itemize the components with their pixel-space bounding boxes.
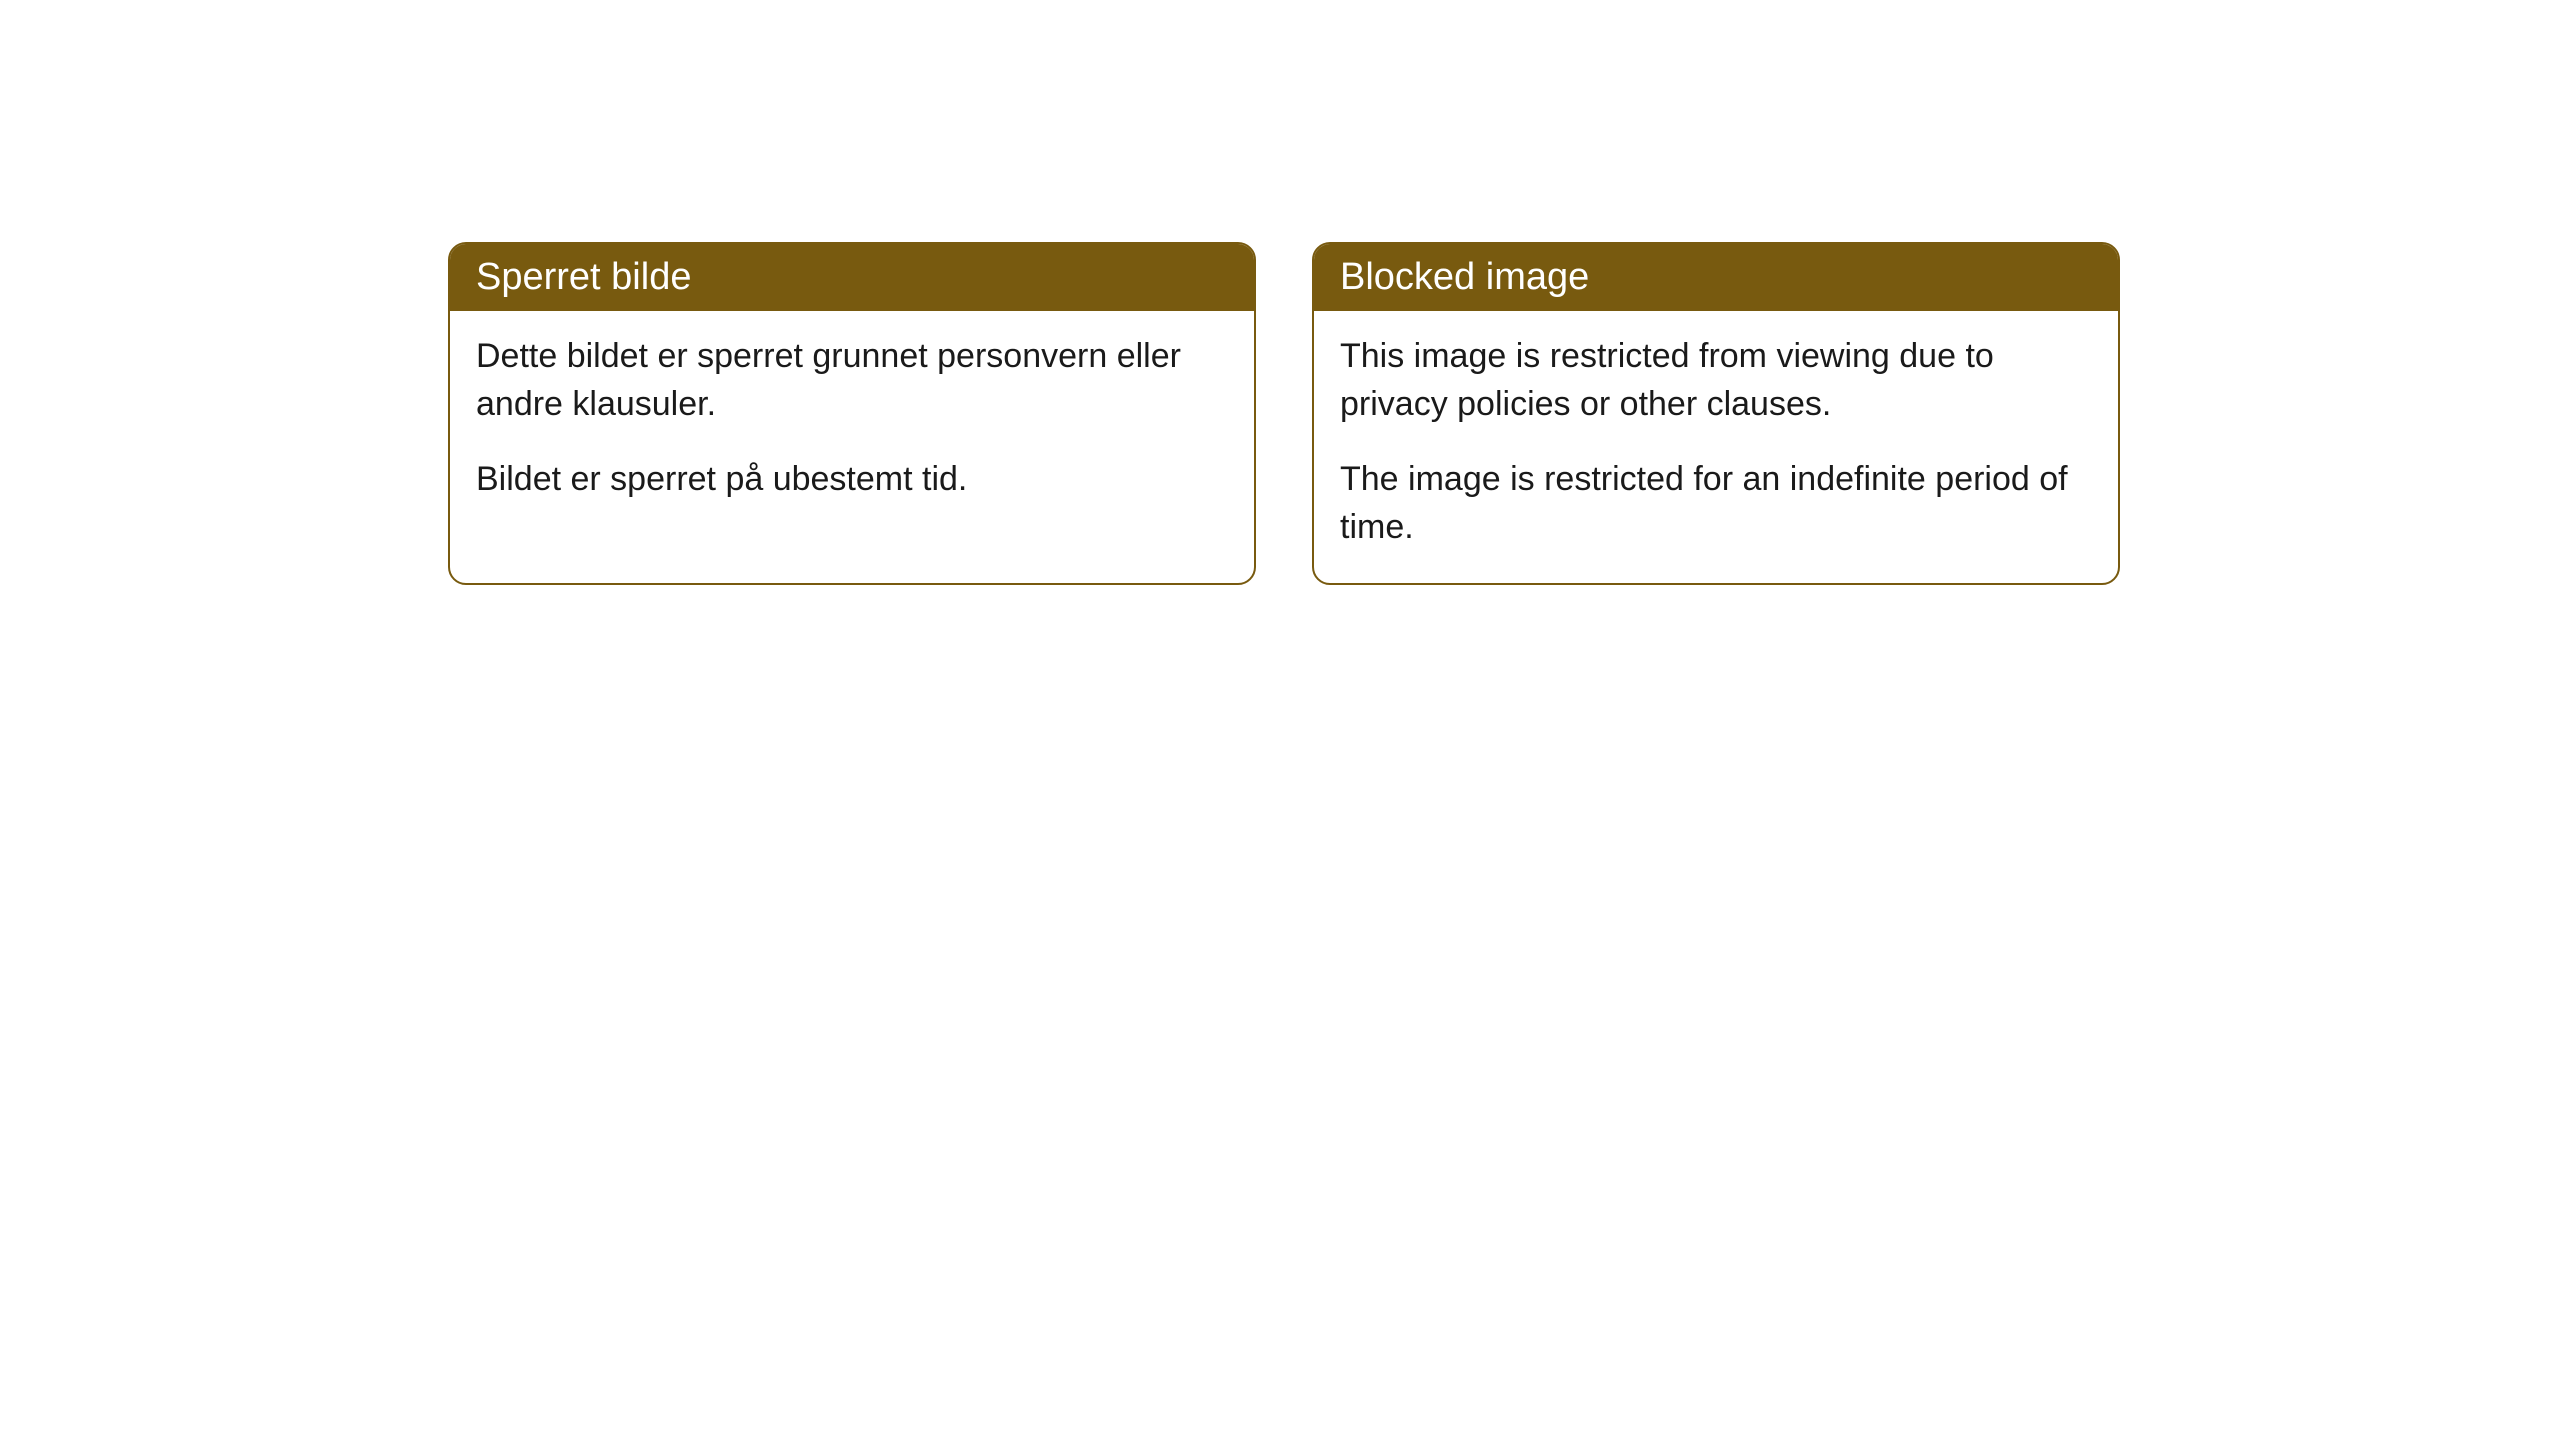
card-paragraph-2-en: The image is restricted for an indefinit… xyxy=(1340,456,2092,551)
card-body-no: Dette bildet er sperret grunnet personve… xyxy=(450,311,1254,536)
card-header-en: Blocked image xyxy=(1314,244,2118,311)
card-title-no: Sperret bilde xyxy=(476,256,691,298)
card-paragraph-1-no: Dette bildet er sperret grunnet personve… xyxy=(476,333,1228,428)
blocked-image-card-no: Sperret bilde Dette bildet er sperret gr… xyxy=(448,242,1256,585)
card-paragraph-2-no: Bildet er sperret på ubestemt tid. xyxy=(476,456,1228,504)
cards-container: Sperret bilde Dette bildet er sperret gr… xyxy=(0,0,2560,585)
card-title-en: Blocked image xyxy=(1340,256,1589,298)
card-paragraph-1-en: This image is restricted from viewing du… xyxy=(1340,333,2092,428)
blocked-image-card-en: Blocked image This image is restricted f… xyxy=(1312,242,2120,585)
card-header-no: Sperret bilde xyxy=(450,244,1254,311)
card-body-en: This image is restricted from viewing du… xyxy=(1314,311,2118,583)
